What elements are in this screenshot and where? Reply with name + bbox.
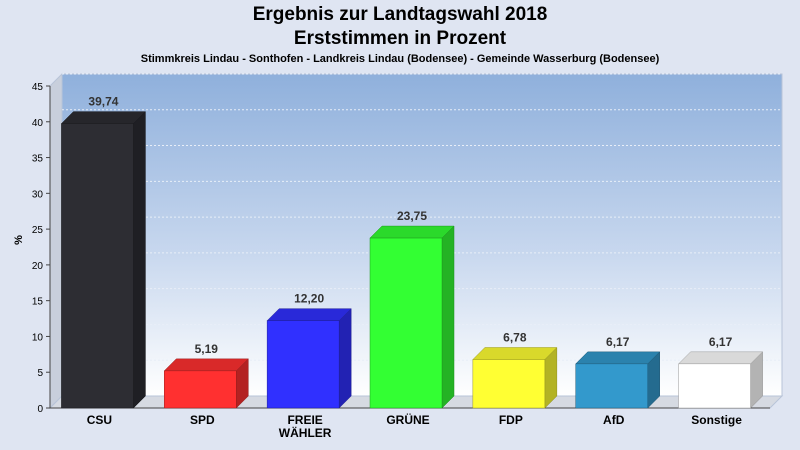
bar-front [266,320,340,409]
y-tick-label: 35 [32,154,44,165]
bar-top [575,351,661,365]
y-tick-label: 25 [32,225,44,236]
y-tick-label: 5 [37,368,43,379]
x-tick-label: WÄHLER [279,425,332,440]
bar-value-label: 6,17 [606,335,630,349]
bar-fdp [472,346,558,409]
bar-value-label: 23,75 [397,209,427,223]
bar-spd [163,358,249,409]
bar-sonstige [677,351,764,409]
bar-top [472,347,558,360]
bar-side [133,111,146,409]
chart-region-subtitle: Stimmkreis Lindau - Sonthofen - Landkrei… [140,53,660,65]
bar-grüne [369,225,455,409]
x-tick-label: FDP [499,413,523,427]
x-tick-label: FREIE [287,413,322,427]
bar-top [266,308,352,321]
bar-value-label: 5,19 [195,342,219,356]
bar-value-label: 12,20 [294,292,324,306]
x-tick-label: Sonstige [691,413,742,427]
y-tick-label: 0 [37,404,43,415]
y-tick-label: 10 [32,332,44,343]
bar-top [369,225,455,239]
bar-side [338,308,352,409]
bar-top [60,111,147,124]
plot-side-wall [49,72,63,410]
bar-freie-wähler [266,308,352,409]
x-tick-label: CSU [87,413,112,427]
chart-subtitle: Erststimmen in Prozent [293,28,507,49]
y-tick-label: 40 [32,118,44,129]
bar-value-label: 6,78 [503,330,527,344]
y-tick-label: 15 [32,297,44,308]
bar-front [164,370,237,409]
y-tick-label: 30 [32,189,44,200]
bar-front [472,359,546,409]
x-tick-label: GRÜNE [386,412,429,427]
bar-value-label: 6,17 [709,335,733,349]
bar-front [369,237,443,409]
x-tick-label: AfD [603,413,625,427]
bar-value-label: 39,74 [88,95,118,109]
bar-afd [575,351,661,409]
bar-front [61,123,134,409]
y-axis-label: % [13,235,25,245]
bar-top [677,351,764,365]
y-tick-label: 45 [32,82,44,93]
bar-csu [60,111,147,409]
chart-title: Ergebnis zur Landtagswahl 2018 [252,4,548,25]
x-tick-label: SPD [190,413,215,427]
bar-top [163,358,249,372]
bar-side [441,225,455,409]
y-tick-label: 20 [32,261,44,272]
bar-front [575,363,648,409]
bar-front [678,363,751,409]
